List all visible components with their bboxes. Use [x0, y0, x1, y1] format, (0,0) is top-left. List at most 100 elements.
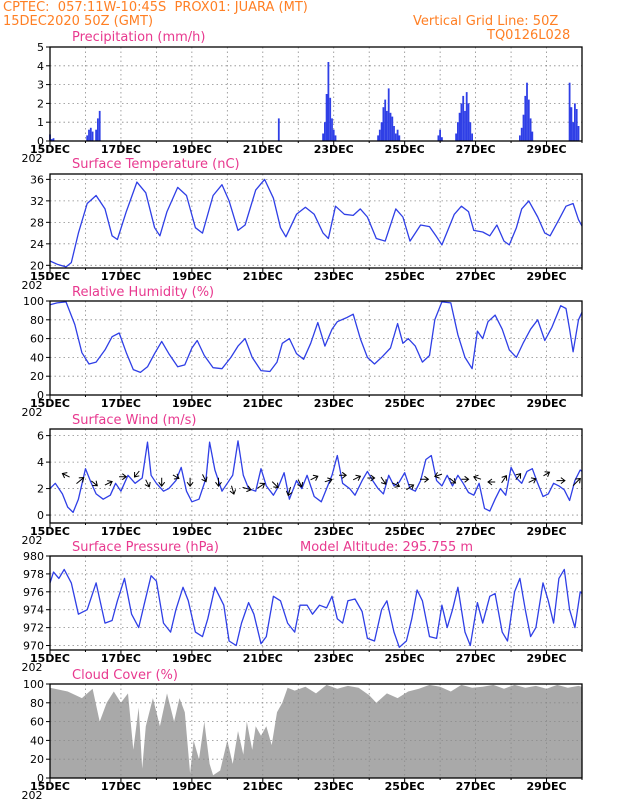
year-label: 202	[22, 661, 43, 674]
date-label: 29DEC	[527, 270, 567, 283]
header-line1-left: CPTEC: 057:11W-10:45S PROX01: JUARA (MT)	[3, 0, 308, 15]
panel-frame	[49, 173, 583, 269]
wind-arrow	[201, 474, 208, 483]
panel-frame	[49, 428, 583, 524]
precip-bar	[464, 110, 466, 141]
precip-bar	[86, 135, 89, 141]
wind-arrow	[572, 477, 581, 486]
wind-arrow	[367, 474, 376, 482]
date-label: 29DEC	[527, 652, 567, 665]
date-label: 21DEC	[243, 397, 283, 410]
model-altitude: Model Altitude: 295.755 m	[300, 540, 473, 555]
panel-title: Surface Wind (m/s)	[72, 413, 196, 428]
precip-bar	[387, 88, 390, 141]
year-label: 202	[22, 406, 43, 419]
y-tick-label: 974	[23, 604, 44, 617]
y-tick-label: 3	[37, 79, 44, 92]
wind-arrow	[144, 479, 151, 488]
precip-bar	[334, 135, 337, 141]
panel-frame	[49, 46, 583, 142]
precip-bar	[380, 122, 383, 141]
y-tick-label: 1	[37, 116, 44, 129]
precip-bar	[52, 138, 55, 141]
precip-bar	[88, 129, 90, 141]
precip-bar	[467, 103, 470, 141]
wind-arrow	[352, 474, 362, 481]
precip-bar	[520, 127, 523, 141]
wind-arrow	[501, 475, 508, 484]
header-line2-right: TQ0126L028	[487, 28, 571, 43]
wind-arrow	[76, 477, 85, 484]
date-label: 21DEC	[243, 652, 283, 665]
year-label: 202	[22, 534, 43, 547]
wind-arrow	[310, 474, 319, 481]
y-tick-label: 20	[30, 753, 44, 766]
wind-arrow	[104, 480, 113, 487]
panel-title: Precipitation (mm/h)	[72, 30, 205, 45]
date-label: 17DEC	[101, 397, 141, 410]
precip-bar	[391, 116, 394, 141]
header-line2-left: 15DEC2020 50Z (GMT)	[3, 14, 154, 29]
wind-arrow	[391, 481, 401, 488]
date-label: 29DEC	[527, 397, 567, 410]
wind-arrow	[449, 477, 457, 484]
date-label: 19DEC	[172, 780, 212, 793]
date-label: 23DEC	[314, 143, 354, 156]
y-tick-label: 100	[23, 295, 44, 308]
y-tick-label: 36	[30, 173, 44, 186]
panel-title: Relative Humidity (%)	[72, 285, 214, 300]
y-tick-label: 60	[30, 333, 44, 346]
wind-arrow	[119, 473, 128, 481]
year-label: 202	[22, 279, 43, 292]
y-tick-label: 80	[30, 697, 44, 710]
precip-bar	[398, 135, 401, 141]
y-tick-label: 2	[37, 483, 44, 496]
y-tick-label: 0	[37, 772, 44, 785]
series-line	[49, 178, 583, 268]
precip-bar	[441, 137, 443, 141]
precip-bar	[526, 82, 528, 141]
precip-bar	[331, 118, 333, 141]
precip-bar	[332, 129, 335, 141]
wind-arrow	[297, 479, 304, 488]
precip-bar	[575, 109, 578, 141]
wind-arrow	[339, 471, 348, 479]
y-tick-label: 80	[30, 314, 44, 327]
date-label: 25DEC	[385, 525, 425, 538]
date-label: 15DEC	[30, 525, 70, 538]
precip-bar	[568, 82, 571, 141]
precip-bar	[531, 131, 534, 141]
precip-bar	[50, 139, 53, 141]
y-tick-label: 32	[30, 195, 44, 208]
precip-bar	[386, 110, 388, 141]
date-label: 15DEC	[30, 143, 70, 156]
date-label: 19DEC	[172, 397, 212, 410]
precip-bar	[91, 131, 94, 141]
date-label: 15DEC	[30, 652, 70, 665]
wind-arrow	[434, 472, 443, 479]
panel-title: Cloud Cover (%)	[72, 668, 178, 683]
precip-bar	[378, 129, 381, 141]
date-label: 15DEC	[30, 270, 70, 283]
wind-arrow	[215, 477, 222, 488]
precip-bar	[327, 62, 330, 141]
y-tick-label: 0	[37, 135, 44, 148]
precip-bar	[95, 129, 97, 141]
precip-bar	[97, 118, 99, 141]
wind-arrow	[487, 478, 496, 486]
precip-bar	[462, 95, 465, 141]
y-tick-label: 0	[37, 389, 44, 402]
date-label: 21DEC	[243, 780, 283, 793]
y-tick-label: 976	[23, 586, 44, 599]
date-label: 27DEC	[456, 397, 496, 410]
date-label: 25DEC	[385, 652, 425, 665]
year-label: 202	[22, 152, 43, 165]
precip-bar	[465, 92, 468, 141]
date-label: 25DEC	[385, 397, 425, 410]
series-line	[49, 301, 583, 374]
wind-arrow	[271, 481, 279, 489]
y-tick-label: 6	[37, 430, 44, 443]
date-label: 27DEC	[456, 652, 496, 665]
wind-arrow	[242, 485, 252, 493]
wind-arrow	[556, 477, 566, 484]
